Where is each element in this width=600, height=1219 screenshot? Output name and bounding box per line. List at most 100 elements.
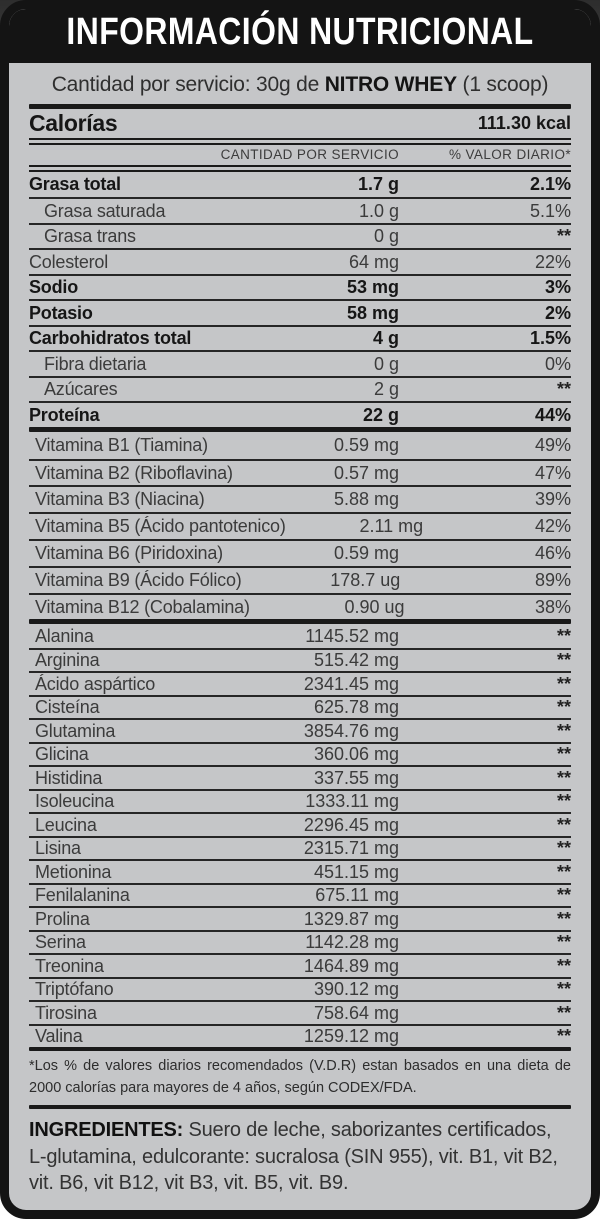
nutrient-row: Cisteína 625.78 mg **: [29, 694, 571, 719]
nutrient-daily-value: 44%: [534, 404, 571, 425]
ingredients: INGREDIENTES: Suero de leche, saborizant…: [29, 1117, 571, 1196]
nutrient-daily-value: **: [556, 861, 571, 882]
nutrient-name: Fenilalanina: [35, 885, 130, 906]
nutrient-row: Isoleucina 1333.11 mg **: [29, 788, 571, 813]
nutrient-amount: 1.0 g: [358, 200, 399, 221]
nutrient-row: Valina 1259.12 mg **: [29, 1023, 571, 1048]
nutrient-daily-value: 38%: [534, 596, 571, 617]
ingredients-text: Suero de leche, saborizantes certificado…: [29, 1119, 558, 1195]
nutrient-name: Ácido aspártico: [35, 673, 156, 694]
nutrient-row: Vitamina B9 (Ácido Fólico) 178.7 ug 89%: [29, 565, 571, 593]
nutrient-row: Vitamina B2 (Riboflavina) 0.57 mg 47%: [29, 458, 571, 486]
column-headers: CANTIDAD POR SERVICIO % VALOR DIARIO*: [29, 145, 571, 165]
nutrient-amount: 1.7 g: [357, 174, 399, 195]
nutrient-amount: 178.7 ug: [330, 569, 401, 590]
nutrient-daily-value: **: [556, 625, 571, 646]
nutrient-amount: 0.59 mg: [333, 434, 399, 455]
nutrient-row: Grasa trans 0 g **: [29, 222, 571, 249]
nutrient-daily-value: **: [556, 673, 571, 694]
nutrient-row: Lisina 2315.71 mg **: [29, 835, 571, 860]
nutrient-name: Vitamina B12 (Cobalamina): [35, 596, 250, 617]
nutrient-amount: 625.78 mg: [313, 697, 399, 718]
nutrient-row: Alanina 1145.52 mg **: [29, 624, 571, 648]
nutrient-name: Grasa total: [29, 174, 121, 195]
nutrient-amount: 53 mg: [346, 277, 399, 298]
nutrient-row: Grasa total 1.7 g 2.1%: [29, 172, 571, 198]
nutrient-amount: 451.15 mg: [313, 861, 399, 882]
nutrient-name: Leucina: [35, 814, 97, 835]
nutrient-daily-value: 2%: [544, 302, 571, 323]
nutrient-name: Triptófano: [35, 979, 114, 1000]
nutrient-amount: 515.42 mg: [313, 650, 399, 671]
nutrient-daily-value: **: [556, 955, 571, 976]
brand-name: NITRO WHEY: [324, 72, 457, 96]
footnote: *Los % de valores diarios recomendados (…: [29, 1058, 571, 1096]
nutrient-daily-value: 5.1%: [529, 200, 571, 221]
nutrient-amount: 0 g: [373, 353, 399, 374]
nutrient-name: Metionina: [35, 861, 112, 882]
nutrient-name: Arginina: [35, 650, 100, 671]
nutrient-row: Histidina 337.55 mg **: [29, 765, 571, 789]
nutrient-amount: 0 g: [373, 226, 399, 247]
nutrient-amount: 1259.12 mg: [303, 1026, 399, 1047]
nutrient-name: Fibra dietaria: [44, 353, 147, 374]
nutrient-row: Vitamina B1 (Tiamina) 0.59 mg 49%: [29, 432, 571, 459]
nutrient-name: Histidina: [35, 767, 103, 788]
nutrient-amount: 0.59 mg: [333, 542, 399, 563]
nutrient-daily-value: 49%: [534, 434, 571, 455]
serving-line: Cantidad por servicio: 30g de NITRO WHEY…: [29, 72, 571, 97]
nutrient-amount: 2341.45 mg: [303, 673, 399, 694]
nutrient-daily-value: 42%: [534, 516, 571, 537]
nutrient-name: Glutamina: [35, 720, 116, 741]
nutrient-name: Treonina: [35, 955, 104, 976]
nutrient-row: Ácido aspártico 2341.45 mg **: [29, 671, 571, 695]
nutrient-daily-value: **: [556, 1026, 571, 1047]
nutrient-amount: 2 g: [373, 379, 399, 400]
nutrient-name: Sodio: [29, 277, 78, 298]
nutrient-row: Fenilalanina 675.11 mg **: [29, 882, 571, 907]
nutrient-name: Vitamina B2 (Riboflavina): [35, 462, 233, 483]
nutrient-row: Vitamina B3 (Niacina) 5.88 mg 39%: [29, 485, 571, 512]
nutrient-daily-value: **: [556, 650, 571, 671]
nutrient-daily-value: **: [556, 791, 571, 812]
nutrients-section: Grasa total 1.7 g 2.1% Grasa saturada 1.0 g 5…: [29, 172, 571, 427]
nutrient-row: Proteína 22 g 44%: [29, 401, 571, 427]
nutrient-daily-value: 46%: [534, 542, 571, 563]
nutrient-daily-value: **: [556, 379, 571, 400]
divider-thick-footnote: [29, 1047, 571, 1052]
nutrient-daily-value: **: [556, 720, 571, 741]
nutrient-name: Glicina: [35, 744, 89, 765]
nutrient-amount: 58 mg: [346, 302, 399, 323]
column-header-amount: CANTIDAD POR SERVICIO: [220, 147, 399, 163]
nutrient-name: Grasa saturada: [44, 200, 166, 221]
nutrient-row: Potasio 58 mg 2%: [29, 299, 571, 325]
nutrient-daily-value: **: [556, 885, 571, 906]
nutrient-row: Carbohidratos total 4 g 1.5%: [29, 324, 571, 351]
nutrient-daily-value: **: [556, 226, 571, 247]
nutrient-name: Alanina: [35, 625, 94, 646]
nutrient-name: Prolina: [35, 908, 90, 929]
nutrient-amount: 675.11 mg: [315, 885, 399, 906]
nutrient-row: Vitamina B12 (Cobalamina) 0.90 ug 38%: [29, 592, 571, 620]
nutrient-amount: 2296.45 mg: [303, 814, 399, 835]
nutrient-amount: 0.57 mg: [333, 462, 399, 483]
nutrient-amount: 1142.28 mg: [305, 932, 399, 953]
divider-double-2: [29, 164, 571, 172]
nutrient-name: Isoleucina: [35, 791, 115, 812]
nutrient-amount: 22 g: [362, 404, 399, 425]
nutrient-row: Glutamina 3854.76 mg **: [29, 718, 571, 742]
nutrient-name: Vitamina B5 (Ácido pantotenico): [35, 516, 286, 537]
serving-suffix: (1 scoop): [456, 72, 549, 96]
nutrient-amount: 4 g: [372, 328, 399, 349]
nutrient-daily-value: **: [556, 1002, 571, 1023]
nutrient-row: Azúcares 2 g **: [29, 375, 571, 402]
nutrient-row: Grasa saturada 1.0 g 5.1%: [29, 197, 571, 223]
nutrient-daily-value: **: [556, 838, 571, 859]
serving-prefix: Cantidad por servicio: 30g de: [51, 72, 325, 96]
nutrient-daily-value: **: [556, 814, 571, 835]
page-title: INFORMACIÓN NUTRICIONAL: [66, 11, 534, 53]
nutrient-daily-value: **: [556, 979, 571, 1000]
nutrient-amount: 5.88 mg: [333, 489, 399, 510]
calories-label: Calorías: [29, 109, 118, 136]
calories-row: Calorías 111.30 kcal: [29, 109, 571, 138]
